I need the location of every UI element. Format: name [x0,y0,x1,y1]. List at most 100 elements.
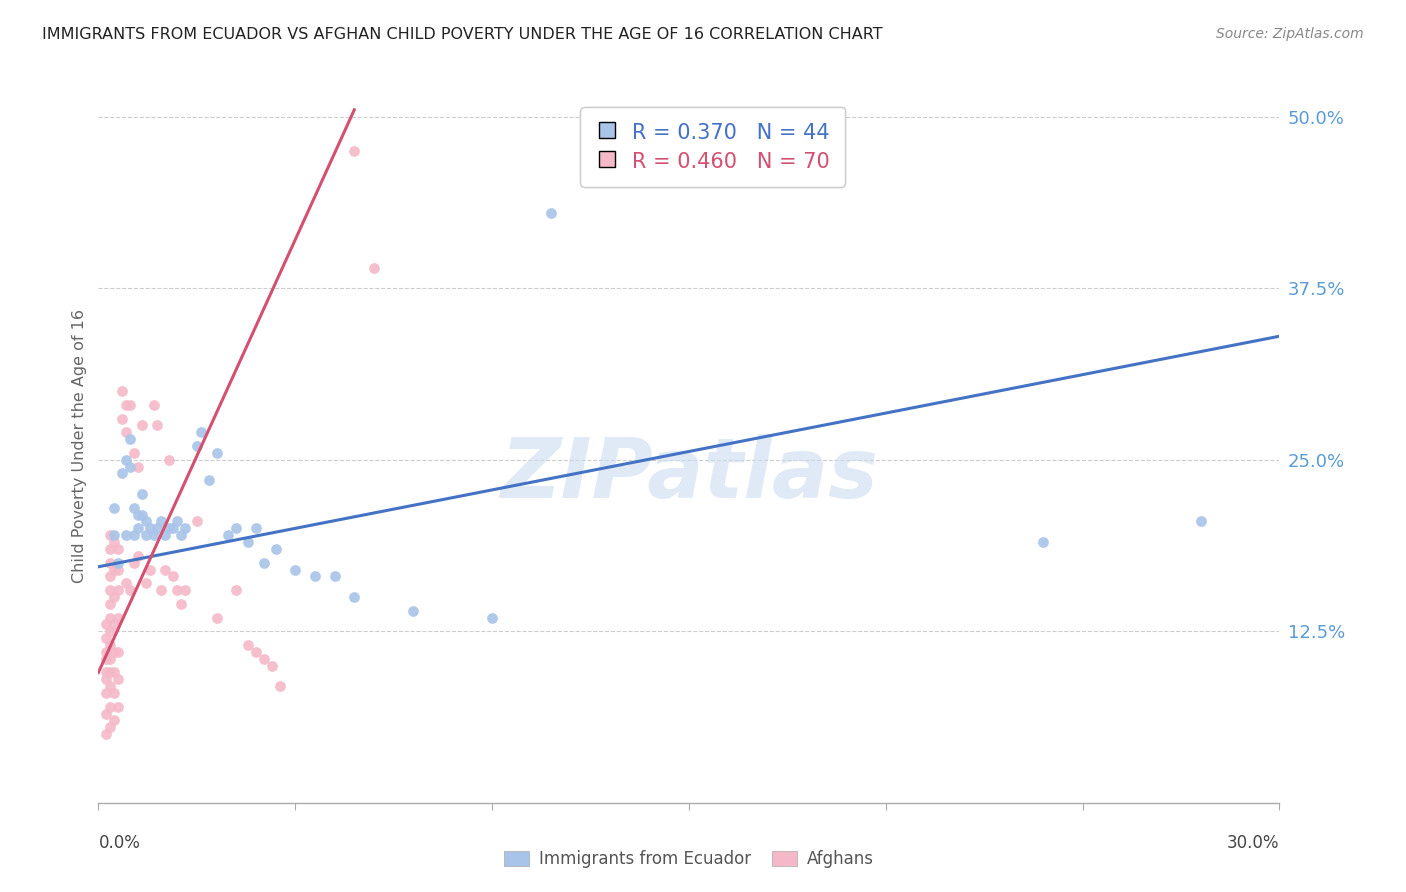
Point [363,260,385,275]
Point [170,528,193,542]
Point [98,528,121,542]
Point [118,459,141,474]
Point [122,446,145,460]
Point [96,727,118,741]
Point [115,528,138,542]
Point [98,665,121,680]
Legend: R = 0.370   N = 44, R = 0.460   N = 70: R = 0.370 N = 44, R = 0.460 N = 70 [581,107,845,186]
Point [138,562,160,576]
Legend: Immigrants from Ecuador, Afghans: Immigrants from Ecuador, Afghans [498,844,880,875]
Point [103,617,125,632]
Point [142,398,165,412]
Point [402,604,425,618]
Point [142,528,165,542]
Point [166,515,188,529]
Point [186,439,208,453]
Point [245,521,267,535]
Point [1032,535,1054,549]
Point [343,590,366,604]
Point [122,528,145,542]
Point [197,473,219,487]
Point [127,549,149,563]
Point [131,487,153,501]
Point [118,583,141,598]
Point [98,624,121,639]
Point [98,720,121,734]
Point [174,583,197,598]
Point [118,432,141,446]
Point [111,411,134,425]
Text: 30.0%: 30.0% [1227,834,1279,852]
Point [115,452,138,467]
Point [540,205,562,219]
Point [131,508,153,522]
Point [98,651,121,665]
Point [284,562,307,576]
Point [115,576,138,591]
Point [115,425,138,440]
Point [155,528,177,542]
Point [103,535,125,549]
Point [96,686,118,700]
Point [98,679,121,693]
Y-axis label: Child Poverty Under the Age of 16: Child Poverty Under the Age of 16 [72,309,87,583]
Point [205,446,228,460]
Point [96,706,118,721]
Point [96,617,118,632]
Point [162,521,184,535]
Point [135,515,157,529]
Point [103,714,125,728]
Point [127,521,149,535]
Point [103,528,125,542]
Point [225,583,247,598]
Point [118,398,141,412]
Point [122,556,145,570]
Point [103,686,125,700]
Text: Source: ZipAtlas.com: Source: ZipAtlas.com [1216,27,1364,41]
Point [103,645,125,659]
Point [122,500,145,515]
Point [253,651,276,665]
Point [205,610,228,624]
Point [264,541,287,556]
Point [304,569,326,583]
Point [217,528,239,542]
Point [323,569,346,583]
Point [98,583,121,598]
Point [253,556,276,570]
Point [190,425,212,440]
Point [111,467,134,481]
Point [98,610,121,624]
Point [260,658,283,673]
Point [103,590,125,604]
Point [162,569,184,583]
Point [225,521,247,535]
Point [107,562,129,576]
Point [135,528,157,542]
Point [111,384,134,398]
Point [174,521,197,535]
Point [236,638,259,652]
Point [186,515,208,529]
Text: IMMIGRANTS FROM ECUADOR VS AFGHAN CHILD POVERTY UNDER THE AGE OF 16 CORRELATION : IMMIGRANTS FROM ECUADOR VS AFGHAN CHILD … [42,27,883,42]
Point [103,665,125,680]
Point [96,631,118,645]
Point [115,398,138,412]
Point [157,521,180,535]
Point [150,583,173,598]
Point [98,569,121,583]
Point [150,515,173,529]
Point [343,144,366,158]
Point [146,521,169,535]
Point [157,452,180,467]
Point [1189,515,1212,529]
Point [98,699,121,714]
Point [127,459,149,474]
Point [127,508,149,522]
Point [146,418,169,433]
Point [107,610,129,624]
Point [135,576,157,591]
Point [98,556,121,570]
Point [155,562,177,576]
Point [245,645,267,659]
